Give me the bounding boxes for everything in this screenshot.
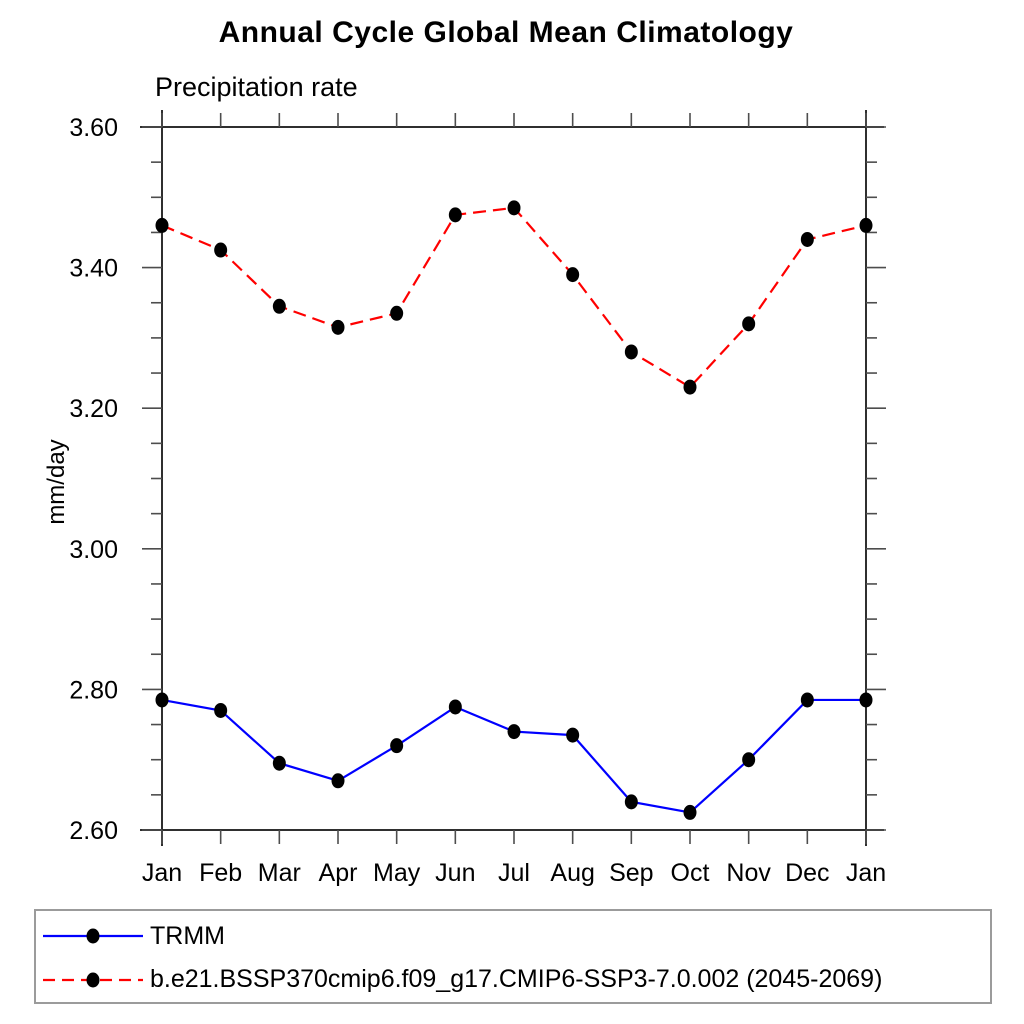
data-point-marker xyxy=(859,692,873,708)
data-point-marker xyxy=(331,773,345,789)
data-point-marker xyxy=(742,316,756,332)
x-tick-label: Jul xyxy=(498,859,530,887)
legend-entry-trmm: TRMM xyxy=(41,915,990,957)
x-tick-label: Aug xyxy=(550,859,594,887)
y-tick-label: 2.60 xyxy=(69,817,118,845)
data-point-marker xyxy=(800,692,814,708)
y-tick-label: 3.60 xyxy=(69,114,118,142)
x-tick-label: Feb xyxy=(199,859,242,887)
y-tick-label: 3.20 xyxy=(69,395,118,423)
y-tick-label: 3.00 xyxy=(69,536,118,564)
x-tick-label: Jun xyxy=(435,859,475,887)
x-tick-label: Sep xyxy=(609,859,653,887)
data-point-marker xyxy=(742,752,756,768)
data-point-marker xyxy=(683,379,697,395)
x-tick-label: Dec xyxy=(785,859,829,887)
left-axis-title: Precipitation rate xyxy=(155,72,358,102)
data-point-marker xyxy=(155,217,169,233)
data-point-marker xyxy=(800,231,814,247)
data-point-marker xyxy=(272,755,286,771)
data-point-marker xyxy=(566,267,580,283)
legend-box: TRMM b.e21.BSSP370cmip6.f09_g17.CMIP6-SS… xyxy=(34,909,992,1004)
x-tick-label: May xyxy=(373,859,421,887)
data-point-marker xyxy=(624,794,638,810)
data-point-marker xyxy=(859,217,873,233)
x-tick-label: Jan xyxy=(142,859,182,887)
data-point-marker xyxy=(624,344,638,360)
chart-title: Annual Cycle Global Mean Climatology xyxy=(218,16,794,49)
x-tick-label: Mar xyxy=(258,859,301,887)
x-tick-label: Jan xyxy=(846,859,886,887)
data-point-marker xyxy=(390,305,404,321)
data-point-marker xyxy=(390,738,404,754)
data-point-marker xyxy=(448,207,462,223)
data-point-marker xyxy=(448,699,462,715)
data-point-marker xyxy=(214,242,228,258)
data-point-marker xyxy=(331,319,345,335)
data-point-marker xyxy=(272,298,286,314)
legend-label-model: b.e21.BSSP370cmip6.f09_g17.CMIP6-SSP3-7.… xyxy=(150,965,883,994)
data-point-marker xyxy=(155,692,169,708)
data-point-marker xyxy=(507,724,521,740)
legend-line-sample-dashed-icon xyxy=(43,972,143,988)
x-tick-label: Oct xyxy=(671,859,710,887)
data-point-marker xyxy=(566,727,580,743)
data-point-marker xyxy=(507,200,521,216)
series-line-0 xyxy=(161,698,866,814)
legend-label-trmm: TRMM xyxy=(150,921,225,950)
legend-entry-model: b.e21.BSSP370cmip6.f09_g17.CMIP6-SSP3-7.… xyxy=(41,959,990,1001)
legend-line-sample-solid-icon xyxy=(43,928,143,944)
x-tick-label: Apr xyxy=(319,859,358,887)
data-point-marker xyxy=(214,702,228,718)
series-line-1 xyxy=(161,206,867,389)
y-tick-label: 2.80 xyxy=(69,676,118,704)
x-tick-label: Nov xyxy=(726,859,771,887)
data-point-marker xyxy=(683,804,697,820)
y-tick-label: 3.40 xyxy=(69,255,118,283)
